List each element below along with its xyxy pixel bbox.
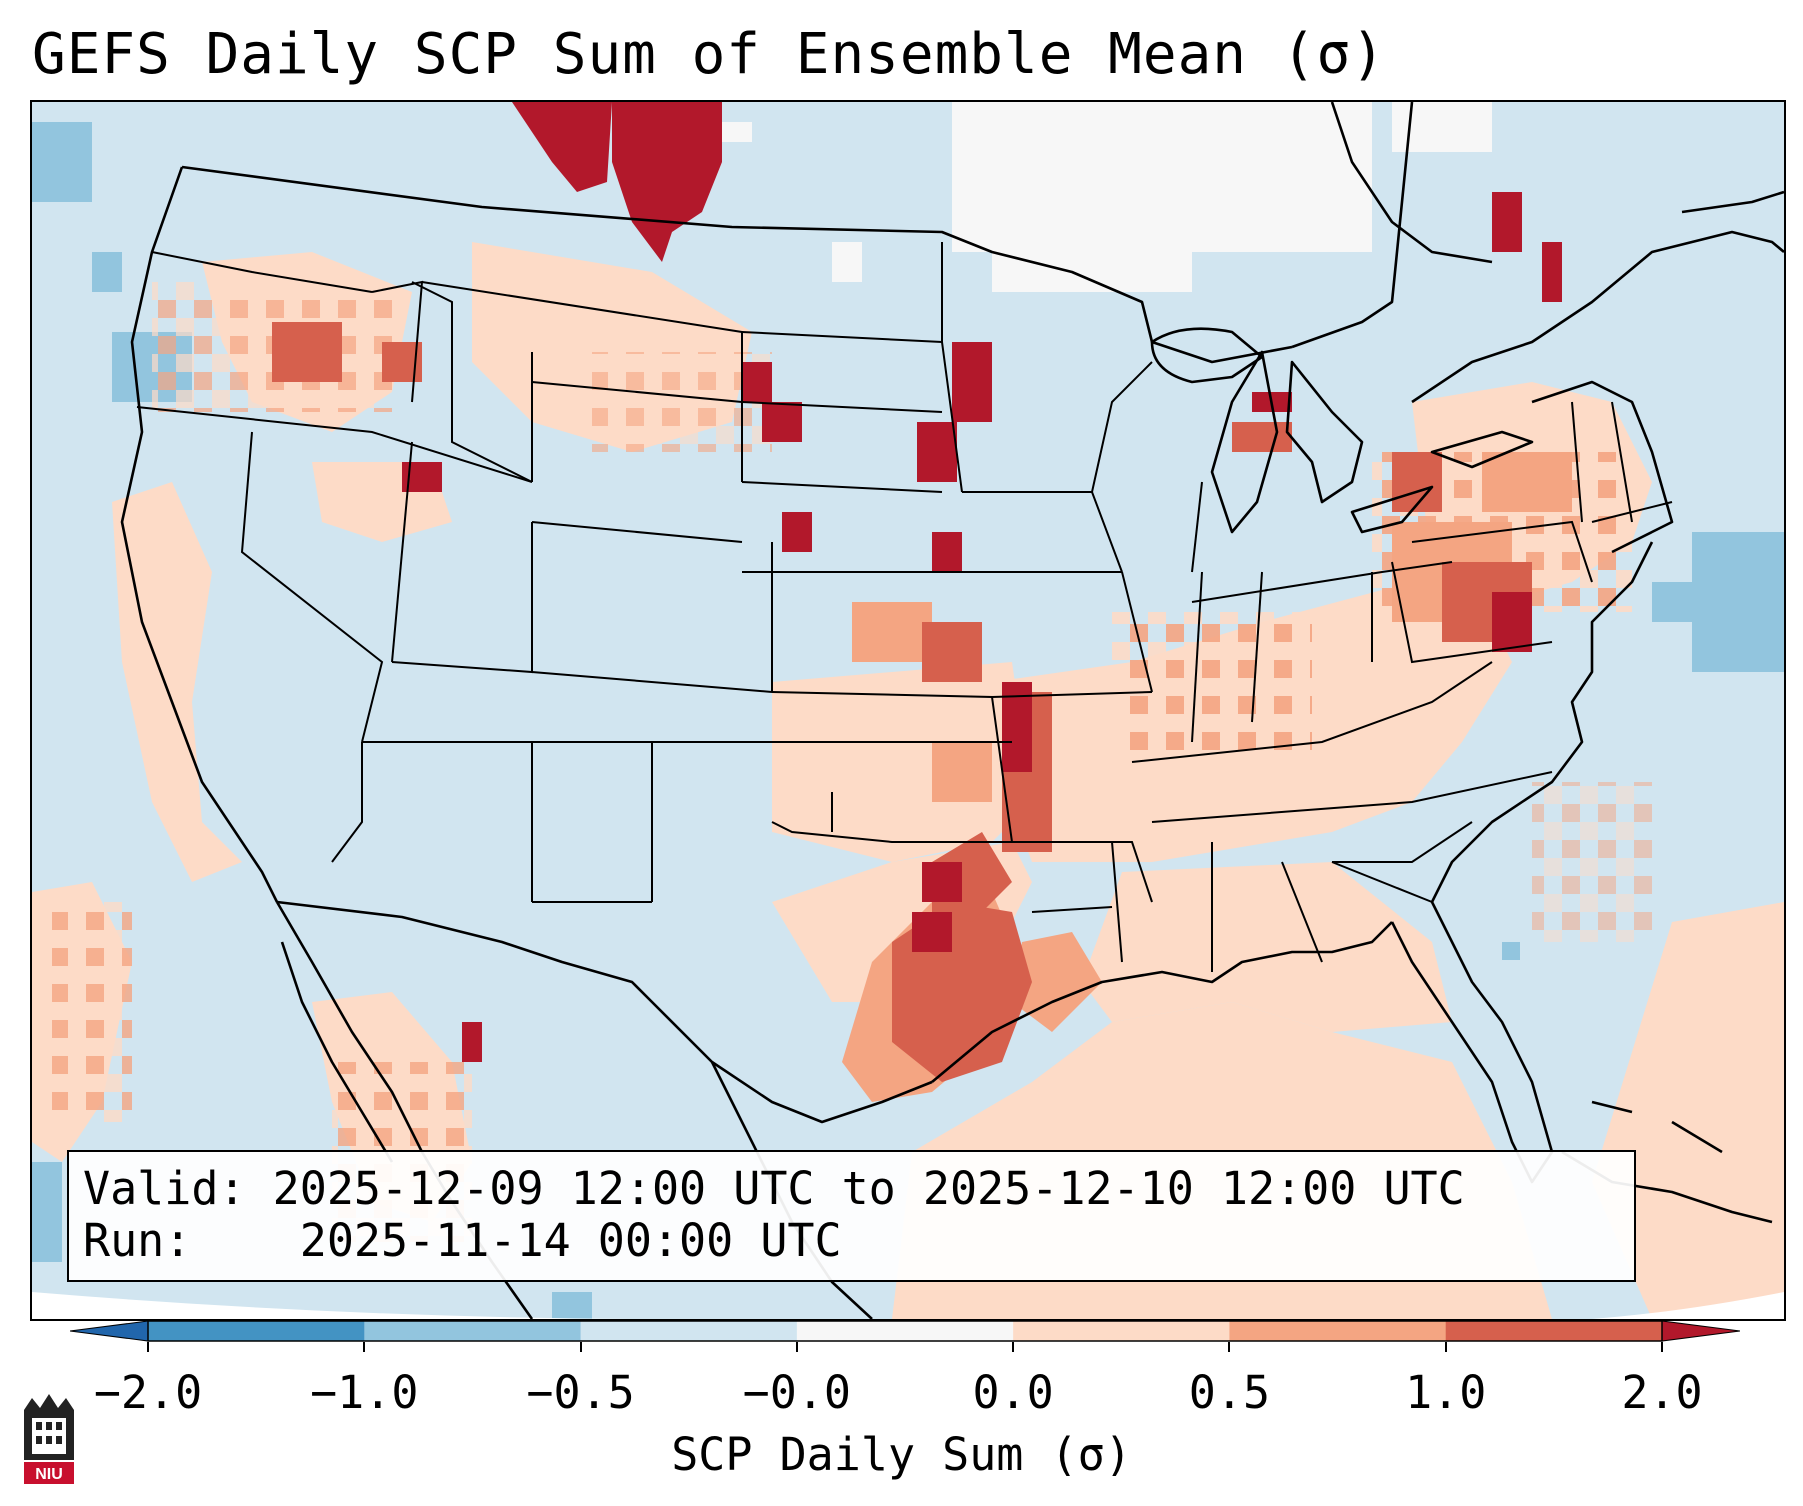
colorbar-tick-label: 0.0 <box>972 1366 1054 1419</box>
colorbar-bin <box>1013 1321 1230 1341</box>
colorbar-tick-label: −1.0 <box>310 1366 419 1419</box>
colorbar-bin <box>364 1321 582 1341</box>
colorbar-tick-mark <box>579 1342 582 1352</box>
colorbar <box>70 1320 1740 1342</box>
info-box: Valid: 2025-12-09 12:00 UTC to 2025-12-1… <box>67 1150 1636 1282</box>
colorbar-extend-low <box>70 1320 149 1342</box>
map-svg <box>32 102 1784 1319</box>
colorbar-tick-label: 0.5 <box>1188 1366 1271 1419</box>
colorbar-label: SCP Daily Sum (σ) <box>671 1428 1132 1481</box>
valid-value: 2025-12-09 12:00 UTC to 2025-12-10 12:00… <box>272 1162 1465 1215</box>
colorbar-bin <box>148 1321 365 1341</box>
colorbar-extend-high <box>1661 1320 1740 1342</box>
colorbar-bin <box>1229 1321 1447 1341</box>
colorbar-tick-label: 2.0 <box>1621 1366 1703 1419</box>
colorbar-tick-mark <box>1228 1342 1231 1352</box>
colorbar-tick-mark <box>1444 1342 1447 1352</box>
colorbar-bin <box>796 1321 1014 1341</box>
colorbar-tick-label: −0.5 <box>526 1366 635 1419</box>
colorbar-tick-mark <box>363 1342 366 1352</box>
colorbar-bin <box>1445 1321 1663 1341</box>
colorbar-tick-label: −0.0 <box>742 1366 852 1419</box>
run-row: Run: 2025-11-14 00:00 UTC <box>83 1214 842 1267</box>
valid-label: Valid: <box>83 1162 246 1215</box>
run-value: 2025-11-14 00:00 UTC <box>299 1214 842 1267</box>
state-borders <box>136 242 1673 972</box>
logo-text: NIU <box>35 1466 63 1483</box>
run-label: Run: <box>83 1214 192 1267</box>
map-frame[interactable] <box>30 100 1786 1321</box>
colorbar-tick-mark <box>795 1342 798 1352</box>
colorbar-outline <box>147 1320 1663 1342</box>
colorbar-tick-label: 1.0 <box>1405 1366 1487 1419</box>
valid-row: Valid: 2025-12-09 12:00 UTC to 2025-12-1… <box>83 1162 1465 1215</box>
colorbar-tick-label: −2.0 <box>93 1366 203 1419</box>
niu-logo-icon: NIU <box>24 1394 74 1484</box>
outside-domain <box>1592 1292 1784 1319</box>
map-title: GEFS Daily SCP Sum of Ensemble Mean (σ) <box>32 22 1386 87</box>
colorbar-tick-mark <box>1661 1342 1663 1352</box>
colorbar-tick-mark <box>1012 1342 1015 1352</box>
colorbar-bin <box>580 1321 798 1341</box>
outside-domain <box>32 1292 632 1319</box>
colorbar-tick-mark <box>147 1342 149 1352</box>
